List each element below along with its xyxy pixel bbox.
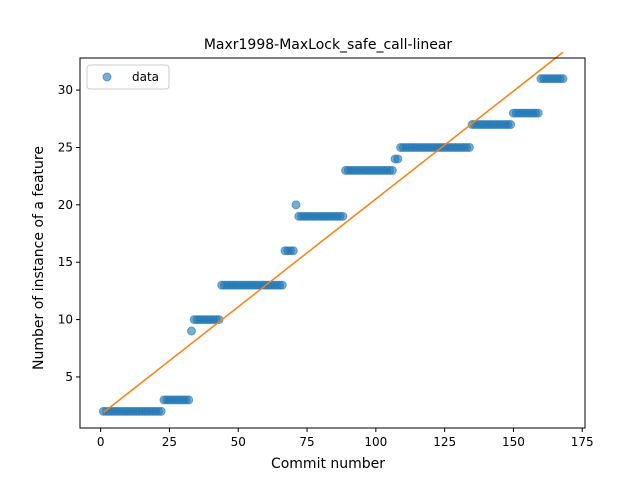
y-axis-label: Number of instance of a feature xyxy=(31,146,47,370)
data-point xyxy=(156,406,166,416)
axes-frame xyxy=(79,57,586,429)
x-tick-label: 75 xyxy=(299,435,314,449)
legend-entry-label: data xyxy=(132,70,159,84)
data-point xyxy=(393,154,403,164)
x-tick-label: 100 xyxy=(364,435,387,449)
data-point xyxy=(186,326,196,336)
data-point xyxy=(464,142,474,152)
fit-line xyxy=(102,51,564,414)
data-point xyxy=(288,246,298,256)
data-point xyxy=(533,108,543,118)
data-point xyxy=(291,200,301,210)
legend-marker xyxy=(102,72,112,82)
plot-area xyxy=(98,51,568,416)
y-tick-label: 30 xyxy=(58,83,73,97)
data-point xyxy=(558,74,568,84)
x-tick-label: 25 xyxy=(162,435,177,449)
data-point xyxy=(277,280,287,290)
y-tick-label: 5 xyxy=(65,370,73,384)
data-point xyxy=(506,120,516,130)
y-tick-label: 10 xyxy=(58,313,73,327)
legend: data xyxy=(86,64,170,90)
y-tick-label: 20 xyxy=(58,198,73,212)
data-point xyxy=(184,395,194,405)
legend-box xyxy=(86,64,170,90)
x-tick-label: 0 xyxy=(97,435,105,449)
chart-title: Maxr1998-MaxLock_safe_call-linear xyxy=(204,37,453,53)
data-point xyxy=(338,211,348,221)
axes: 0 25 50 75 100 125 150 175 5 10 15 20 25 30 xyxy=(58,57,594,449)
x-tick-label: 50 xyxy=(231,435,246,449)
y-tick-label: 25 xyxy=(58,140,73,154)
y-tick-label: 15 xyxy=(58,255,73,269)
x-tick-label: 175 xyxy=(571,435,594,449)
x-tick-label: 125 xyxy=(433,435,456,449)
x-axis-label: Commit number xyxy=(271,456,385,472)
data-point xyxy=(387,165,397,175)
x-tick-label: 150 xyxy=(502,435,525,449)
